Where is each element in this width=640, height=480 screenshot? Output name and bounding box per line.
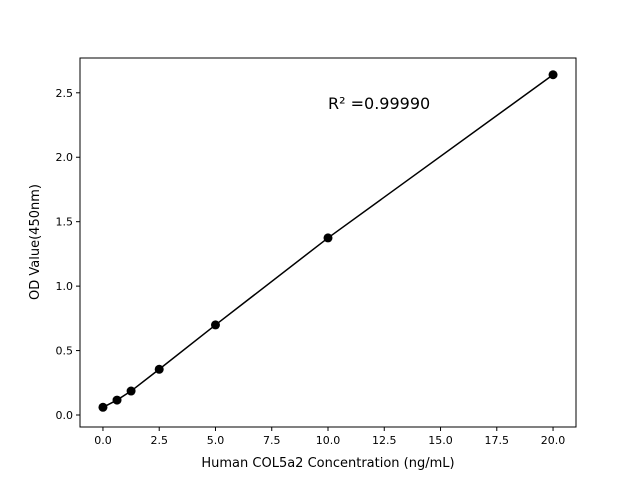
r-squared-annotation: R² =0.99990 — [328, 94, 430, 113]
x-axis-label: Human COL5a2 Concentration (ng/mL) — [201, 456, 454, 471]
y-tick-label: 2.0 — [56, 151, 74, 164]
x-tick-label: 0.0 — [94, 434, 112, 447]
data-point — [126, 386, 136, 396]
y-axis-label: OD Value(450nm) — [28, 184, 43, 300]
y-tick-label: 2.5 — [56, 87, 74, 100]
y-tick-label: 0.0 — [56, 409, 74, 422]
plot-frame — [79, 57, 577, 428]
x-tick-label: 15.0 — [428, 434, 453, 447]
x-tick-label: 12.5 — [372, 434, 397, 447]
data-point — [323, 233, 333, 243]
data-point — [154, 364, 164, 374]
x-tick-label: 20.0 — [541, 434, 566, 447]
y-tick-label: 1.5 — [56, 216, 74, 229]
x-tick-label: 2.5 — [150, 434, 168, 447]
data-point — [548, 70, 558, 80]
x-tick-label: 7.5 — [263, 434, 281, 447]
x-tick-label: 17.5 — [485, 434, 510, 447]
data-point — [210, 320, 220, 330]
y-tick-label: 0.5 — [56, 345, 74, 358]
x-tick-label: 10.0 — [316, 434, 341, 447]
data-point — [98, 402, 108, 412]
data-point — [112, 395, 122, 405]
y-tick-label: 1.0 — [56, 280, 74, 293]
x-tick-label: 5.0 — [207, 434, 225, 447]
